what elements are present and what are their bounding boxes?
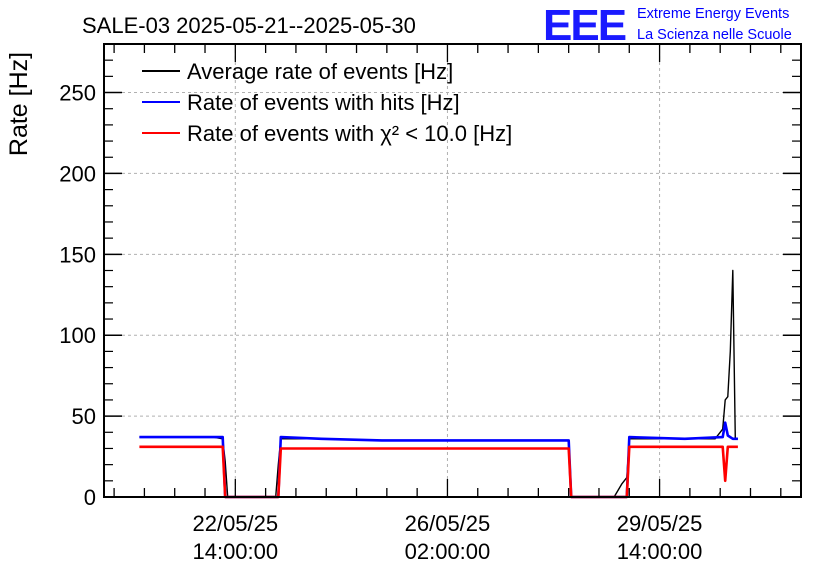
legend: Average rate of events [Hz] Rate of event…: [142, 59, 512, 146]
legend-entry: Rate of events with hits [Hz]: [187, 90, 460, 115]
logo-mark: EEE: [543, 1, 626, 50]
x-tick-label-time: 14:00:00: [192, 539, 278, 564]
axis-tick-labels: 0 50 100 150 200 250 22/05/25 14:00:00 26/05/25 0…: [59, 81, 702, 564]
series-line-2: [139, 421, 738, 499]
x-tick-label-date: 26/05/25: [405, 511, 491, 536]
logo-line-1: Extreme Energy Events: [637, 6, 789, 22]
eee-logo: EEE Extreme Energy Events La Scienza nel…: [543, 1, 792, 50]
y-axis-label: Rate [Hz]: [5, 52, 33, 156]
y-tick-label: 100: [59, 323, 96, 348]
legend-entry: Rate of events with χ² < 10.0 [Hz]: [187, 121, 512, 146]
x-tick-label-time: 14:00:00: [617, 539, 703, 564]
grid-lines: [104, 44, 801, 497]
y-tick-label: 150: [59, 242, 96, 267]
y-tick-label: 200: [59, 161, 96, 186]
x-tick-label-time: 02:00:00: [405, 539, 491, 564]
x-tick-label-date: 22/05/25: [192, 511, 278, 536]
series-line-3: [139, 445, 738, 499]
y-tick-label: 250: [59, 81, 96, 106]
logo-line-2: La Scienza nelle Scuole: [637, 27, 792, 43]
y-tick-label: 50: [72, 404, 96, 429]
legend-entry: Average rate of events [Hz]: [187, 59, 453, 84]
x-tick-label-date: 29/05/25: [617, 511, 703, 536]
series-lines: [139, 269, 738, 499]
axis-ticks: [104, 43, 801, 498]
chart-title: SALE-03 2025-05-21--2025-05-30: [82, 13, 416, 38]
y-tick-label: 0: [84, 485, 96, 510]
series-line-1: [139, 269, 738, 498]
